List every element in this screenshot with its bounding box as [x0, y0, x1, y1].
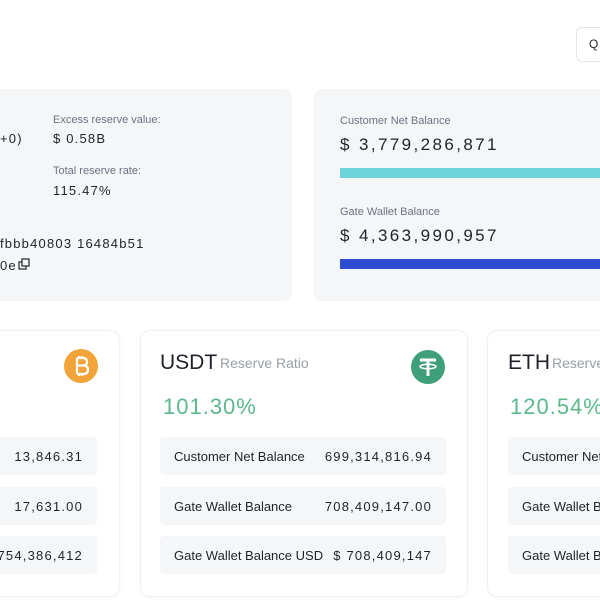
- wallet-bar: [340, 259, 600, 269]
- usdt-icon: [411, 350, 445, 384]
- row-value: 17,631.00: [14, 499, 83, 514]
- usdt-row: Gate Wallet Balance 708,409,147.00: [160, 487, 446, 525]
- row-value: $ 708,409,147: [333, 548, 432, 563]
- row-label: Gate Wallet Ba: [522, 548, 600, 563]
- reserve-ratio: 120.54%: [510, 394, 600, 419]
- usdt-icon-ring: [419, 363, 437, 370]
- coin-subtitle: Reserve: [552, 355, 600, 371]
- hash-line: fbbb40803 16484b51: [0, 236, 145, 251]
- coin-subtitle: Reserve Ratio: [220, 355, 309, 371]
- rate-label: Total reserve rate:: [53, 165, 142, 177]
- usdt-row: Customer Net Balance 699,314,816.94: [160, 437, 446, 475]
- row-value: 13,846.31: [14, 449, 83, 464]
- eth-row: Customer Net: [508, 437, 600, 475]
- button-label: Q: [589, 37, 599, 51]
- row-label: Customer Net Balance: [174, 449, 305, 464]
- wallet-label: Gate Wallet Balance: [340, 206, 440, 218]
- row-label: Gate Wallet Ba: [522, 499, 600, 514]
- customer-bar: [340, 168, 600, 178]
- row-value: $ 754,386,412: [0, 548, 83, 563]
- copy-icon[interactable]: [18, 258, 30, 270]
- btc-icon-symbol: [75, 356, 90, 376]
- hash-line: 0e: [0, 258, 17, 273]
- excess-value: $ 0.58B: [53, 131, 107, 146]
- row-label: Gate Wallet Balance USD: [174, 548, 324, 563]
- customer-label: Customer Net Balance: [340, 115, 451, 127]
- reserve-ratio: 101.30%: [163, 394, 257, 419]
- usdt-icon-t: [420, 358, 436, 376]
- eth-row: Gate Wallet Ba: [508, 487, 600, 525]
- partial-text: +0): [0, 131, 23, 146]
- excess-label: Excess reserve value:: [53, 114, 161, 126]
- btc-row: 17,631.00: [0, 487, 97, 525]
- wallet-value: $ 4,363,990,957: [340, 226, 499, 245]
- copy-icon-front: [21, 258, 30, 267]
- row-value: 708,409,147.00: [324, 499, 432, 514]
- coin-name: USDT: [160, 351, 218, 374]
- eth-row: Gate Wallet Ba: [508, 536, 600, 574]
- coin-name: ETH: [508, 351, 550, 374]
- usdt-row: Gate Wallet Balance USD $ 708,409,147: [160, 536, 446, 574]
- row-label: Customer Net: [522, 449, 600, 464]
- rate-value: 115.47%: [53, 183, 112, 198]
- search-button[interactable]: Q: [576, 27, 600, 62]
- btc-row: $ 754,386,412: [0, 536, 97, 574]
- row-value: 699,314,816.94: [324, 449, 432, 464]
- summary-card: [0, 89, 292, 301]
- customer-value: $ 3,779,286,871: [340, 135, 499, 154]
- btc-icon: [64, 349, 98, 383]
- btc-row: 13,846.31: [0, 437, 97, 475]
- row-label: Gate Wallet Balance: [174, 499, 293, 514]
